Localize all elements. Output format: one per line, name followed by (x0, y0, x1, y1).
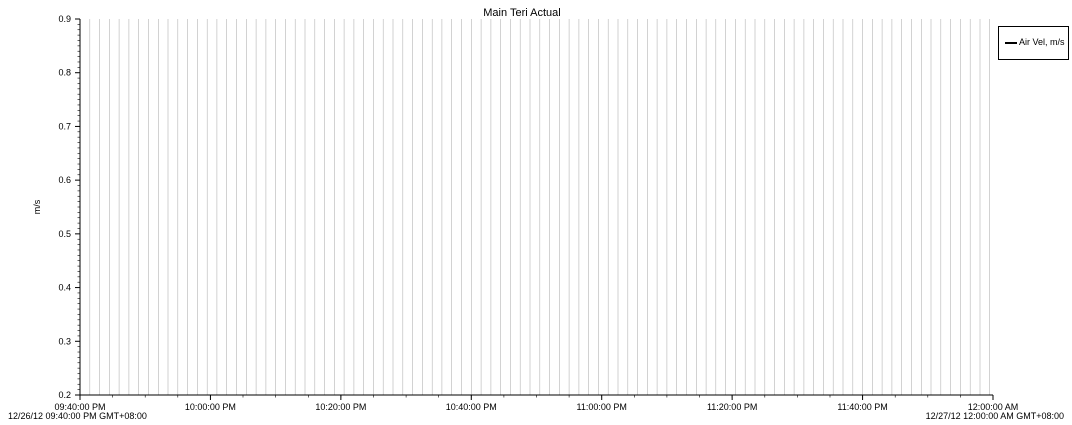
y-tick-label: 0.9 (58, 14, 71, 24)
x-tick-label: 11:00:00 PM (577, 402, 627, 412)
y-tick-label: 0.2 (58, 390, 71, 400)
range-end-label: 12/27/12 12:00:00 AM GMT+08:00 (926, 411, 1064, 421)
x-tick-label: 10:00:00 PM (185, 402, 236, 412)
label-layer: Main Teri Actual m/s 12/26/12 09:40:00 P… (8, 7, 1064, 421)
legend: Air Vel, m/s (998, 26, 1069, 60)
grid-layer (89, 19, 991, 395)
y-tick-label: 0.5 (58, 229, 71, 239)
y-tick-label: 0.7 (58, 121, 71, 131)
range-start-label: 12/26/12 09:40:00 PM GMT+08:00 (8, 411, 147, 421)
y-tick-label: 0.4 (58, 283, 71, 293)
axis-layer: 0.2 0.3 0.4 0.5 0.6 0.7 0.8 0.9 09:40:00 PM 10:00… (54, 14, 1018, 412)
y-tick-label: 0.6 (58, 175, 71, 185)
x-tick-label: 11:40:00 PM (837, 402, 887, 412)
legend-line-swatch (1005, 42, 1017, 44)
chart-title: Main Teri Actual (483, 7, 560, 19)
y-tick-label: 0.8 (58, 68, 71, 78)
x-tick-label: 10:20:00 PM (315, 402, 366, 412)
x-tick-label: 12:00:00 AM (968, 402, 1019, 412)
x-tick-label: 11:20:00 PM (707, 402, 757, 412)
legend-label: Air Vel, m/s (1019, 37, 1065, 47)
x-tick-label: 09:40:00 PM (54, 402, 105, 412)
y-axis-label: m/s (32, 199, 42, 214)
x-tick-label: 10:40:00 PM (446, 402, 497, 412)
y-tick-label: 0.3 (58, 336, 71, 346)
